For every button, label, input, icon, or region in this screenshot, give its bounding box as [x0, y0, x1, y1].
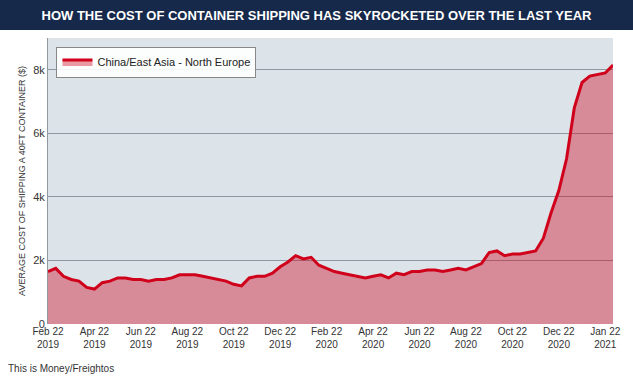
svg-text:Feb 222020: Feb 222020: [311, 326, 343, 350]
svg-text:2k: 2k: [33, 254, 45, 266]
svg-text:Oct 222019: Oct 222019: [219, 326, 249, 350]
svg-text:Oct 222020: Oct 222020: [498, 326, 528, 350]
svg-text:8k: 8k: [33, 64, 45, 76]
svg-text:HOW THE COST OF CONTAINER SHIP: HOW THE COST OF CONTAINER SHIPPING HAS S…: [42, 8, 593, 23]
svg-text:Apr 222020: Apr 222020: [358, 326, 388, 350]
svg-text:Jun 222019: Jun 222019: [126, 326, 156, 350]
svg-text:4k: 4k: [33, 191, 45, 203]
svg-text:Feb 222019: Feb 222019: [32, 326, 64, 350]
svg-text:Jan 222021: Jan 222021: [590, 326, 620, 350]
svg-text:0: 0: [39, 318, 45, 330]
svg-text:6k: 6k: [33, 127, 45, 139]
svg-text:Aug 222020: Aug 222020: [450, 326, 482, 350]
svg-text:Apr 222019: Apr 222019: [80, 326, 110, 350]
svg-text:AVERAGE COST OF SHIPPING A 40F: AVERAGE COST OF SHIPPING A 40FT CONTAINE…: [17, 66, 27, 296]
svg-text:Dec 222020: Dec 222020: [543, 326, 575, 350]
svg-text:Jun 222020: Jun 222020: [404, 326, 434, 350]
svg-text:This is Money/Freightos: This is Money/Freightos: [8, 363, 114, 374]
svg-text:Aug 222019: Aug 222019: [171, 326, 203, 350]
svg-text:Dec 222019: Dec 222019: [264, 326, 296, 350]
svg-text:China/East Asia - North Europe: China/East Asia - North Europe: [97, 56, 250, 68]
